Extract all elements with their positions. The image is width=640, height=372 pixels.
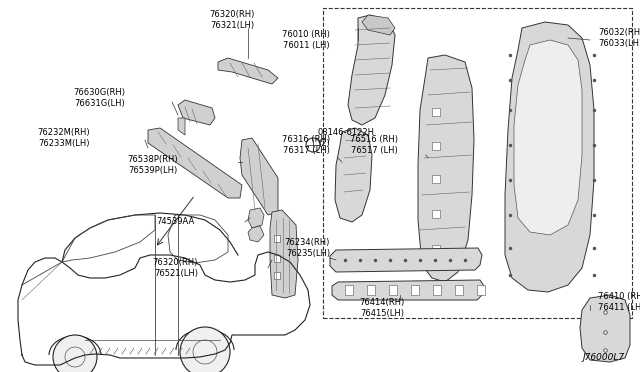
Polygon shape (455, 285, 463, 295)
Polygon shape (580, 295, 630, 362)
Polygon shape (248, 226, 264, 242)
Polygon shape (389, 285, 397, 295)
Polygon shape (335, 128, 372, 222)
Polygon shape (274, 255, 280, 262)
Text: 76010 (RH)
76011 (LH): 76010 (RH) 76011 (LH) (282, 30, 330, 50)
Polygon shape (432, 108, 440, 116)
Polygon shape (332, 280, 484, 300)
Polygon shape (432, 175, 440, 183)
Text: J76000L7: J76000L7 (583, 353, 625, 362)
Text: 76320(RH)
76521(LH): 76320(RH) 76521(LH) (152, 258, 198, 278)
Text: 76316 (RH)
76317 (LH): 76316 (RH) 76317 (LH) (282, 135, 330, 155)
Polygon shape (432, 142, 440, 150)
Polygon shape (345, 285, 353, 295)
Polygon shape (330, 248, 482, 272)
Polygon shape (477, 285, 485, 295)
Text: 76320(RH)
76321(LH): 76320(RH) 76321(LH) (209, 10, 255, 30)
Polygon shape (270, 210, 298, 298)
Polygon shape (218, 58, 278, 84)
Circle shape (53, 335, 97, 372)
Polygon shape (433, 285, 441, 295)
Polygon shape (18, 252, 310, 365)
Polygon shape (367, 285, 375, 295)
Polygon shape (514, 40, 582, 235)
Text: 76414(RH)
76415(LH): 76414(RH) 76415(LH) (360, 298, 404, 318)
Text: 76232M(RH)
76233M(LH): 76232M(RH) 76233M(LH) (37, 128, 90, 148)
Polygon shape (248, 208, 264, 228)
Text: 08146-6122H
(2): 08146-6122H (2) (318, 128, 375, 148)
Polygon shape (274, 272, 280, 279)
Polygon shape (348, 15, 395, 125)
Text: 74539AA: 74539AA (157, 218, 195, 227)
Polygon shape (432, 245, 440, 253)
Polygon shape (178, 118, 185, 135)
Circle shape (180, 327, 230, 372)
Polygon shape (418, 55, 474, 282)
Text: 76032(RH)
76033(LH): 76032(RH) 76033(LH) (598, 28, 640, 48)
Polygon shape (240, 138, 278, 215)
Polygon shape (411, 285, 419, 295)
Polygon shape (432, 210, 440, 218)
Text: 76410 (RH)
76411 (LH): 76410 (RH) 76411 (LH) (598, 292, 640, 312)
Polygon shape (505, 22, 594, 292)
Text: 76516 (RH)
76517 (LH): 76516 (RH) 76517 (LH) (350, 135, 398, 155)
Text: 76234(RH)
76235(LH): 76234(RH) 76235(LH) (285, 238, 330, 258)
Polygon shape (148, 128, 242, 198)
Bar (323, 8, 632, 318)
Text: 76538P(RH)
76539P(LH): 76538P(RH) 76539P(LH) (127, 155, 178, 175)
Text: 76630G(RH)
76631G(LH): 76630G(RH) 76631G(LH) (73, 88, 125, 108)
Polygon shape (274, 235, 280, 242)
Polygon shape (362, 15, 395, 35)
Polygon shape (178, 100, 215, 125)
